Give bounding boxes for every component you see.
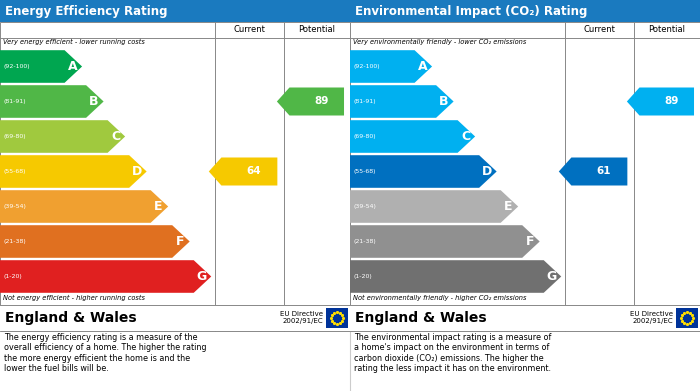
Text: The environmental impact rating is a measure of
a home's impact on the environme: The environmental impact rating is a mea… bbox=[354, 333, 552, 373]
Polygon shape bbox=[0, 85, 104, 118]
Bar bbox=[0, 305, 350, 331]
Text: (92-100): (92-100) bbox=[354, 64, 381, 69]
Text: (1-20): (1-20) bbox=[4, 274, 22, 279]
Text: (21-38): (21-38) bbox=[4, 239, 27, 244]
Text: Very environmentally friendly - lower CO₂ emissions: Very environmentally friendly - lower CO… bbox=[353, 39, 526, 45]
Bar bbox=[350, 22, 700, 331]
Bar bbox=[350, 0, 700, 22]
Text: EU Directive
2002/91/EC: EU Directive 2002/91/EC bbox=[630, 312, 673, 325]
Polygon shape bbox=[350, 50, 432, 83]
Text: Current: Current bbox=[583, 25, 615, 34]
Text: E: E bbox=[504, 200, 513, 213]
Text: B: B bbox=[89, 95, 99, 108]
Text: Potential: Potential bbox=[298, 25, 335, 34]
Bar bbox=[350, 305, 700, 331]
Polygon shape bbox=[0, 260, 211, 293]
Text: D: D bbox=[482, 165, 492, 178]
Text: A: A bbox=[68, 60, 77, 73]
Polygon shape bbox=[0, 155, 147, 188]
Text: (92-100): (92-100) bbox=[4, 64, 31, 69]
Text: (69-80): (69-80) bbox=[354, 134, 377, 139]
Text: Not energy efficient - higher running costs: Not energy efficient - higher running co… bbox=[3, 295, 145, 301]
Text: F: F bbox=[176, 235, 184, 248]
Polygon shape bbox=[0, 50, 82, 83]
Text: The energy efficiency rating is a measure of the
overall efficiency of a home. T: The energy efficiency rating is a measur… bbox=[4, 333, 206, 373]
Polygon shape bbox=[350, 260, 561, 293]
Text: D: D bbox=[132, 165, 142, 178]
Polygon shape bbox=[0, 120, 125, 153]
Polygon shape bbox=[277, 88, 344, 115]
Text: G: G bbox=[197, 270, 206, 283]
Polygon shape bbox=[559, 158, 627, 185]
Text: Energy Efficiency Rating: Energy Efficiency Rating bbox=[5, 5, 167, 18]
Text: C: C bbox=[111, 130, 120, 143]
Text: England & Wales: England & Wales bbox=[5, 311, 136, 325]
Text: 64: 64 bbox=[246, 167, 261, 176]
Polygon shape bbox=[350, 120, 475, 153]
Polygon shape bbox=[0, 190, 168, 223]
Text: (81-91): (81-91) bbox=[4, 99, 27, 104]
Text: C: C bbox=[461, 130, 470, 143]
Text: (1-20): (1-20) bbox=[354, 274, 372, 279]
Polygon shape bbox=[350, 155, 497, 188]
Text: Very energy efficient - lower running costs: Very energy efficient - lower running co… bbox=[3, 39, 145, 45]
Text: (39-54): (39-54) bbox=[4, 204, 27, 209]
Text: (21-38): (21-38) bbox=[354, 239, 377, 244]
Polygon shape bbox=[350, 190, 518, 223]
Text: A: A bbox=[418, 60, 427, 73]
Text: EU Directive
2002/91/EC: EU Directive 2002/91/EC bbox=[280, 312, 323, 325]
Text: Potential: Potential bbox=[648, 25, 685, 34]
Text: F: F bbox=[526, 235, 534, 248]
Bar bbox=[326, 308, 348, 328]
Text: (39-54): (39-54) bbox=[354, 204, 377, 209]
Text: B: B bbox=[439, 95, 449, 108]
Text: 61: 61 bbox=[596, 167, 611, 176]
Polygon shape bbox=[627, 88, 694, 115]
Text: (55-68): (55-68) bbox=[4, 169, 27, 174]
Bar bbox=[0, 22, 350, 331]
Text: (69-80): (69-80) bbox=[4, 134, 27, 139]
Text: Current: Current bbox=[233, 25, 265, 34]
Polygon shape bbox=[209, 158, 277, 185]
Bar bbox=[676, 308, 698, 328]
Text: (55-68): (55-68) bbox=[354, 169, 377, 174]
Bar bbox=[0, 0, 350, 22]
Text: E: E bbox=[154, 200, 163, 213]
Text: Environmental Impact (CO₂) Rating: Environmental Impact (CO₂) Rating bbox=[355, 5, 587, 18]
Text: 89: 89 bbox=[314, 97, 328, 106]
Text: Not environmentally friendly - higher CO₂ emissions: Not environmentally friendly - higher CO… bbox=[353, 295, 526, 301]
Text: (81-91): (81-91) bbox=[354, 99, 377, 104]
Text: England & Wales: England & Wales bbox=[355, 311, 486, 325]
Polygon shape bbox=[0, 225, 190, 258]
Polygon shape bbox=[350, 225, 540, 258]
Text: G: G bbox=[547, 270, 556, 283]
Polygon shape bbox=[350, 85, 454, 118]
Text: 89: 89 bbox=[664, 97, 678, 106]
